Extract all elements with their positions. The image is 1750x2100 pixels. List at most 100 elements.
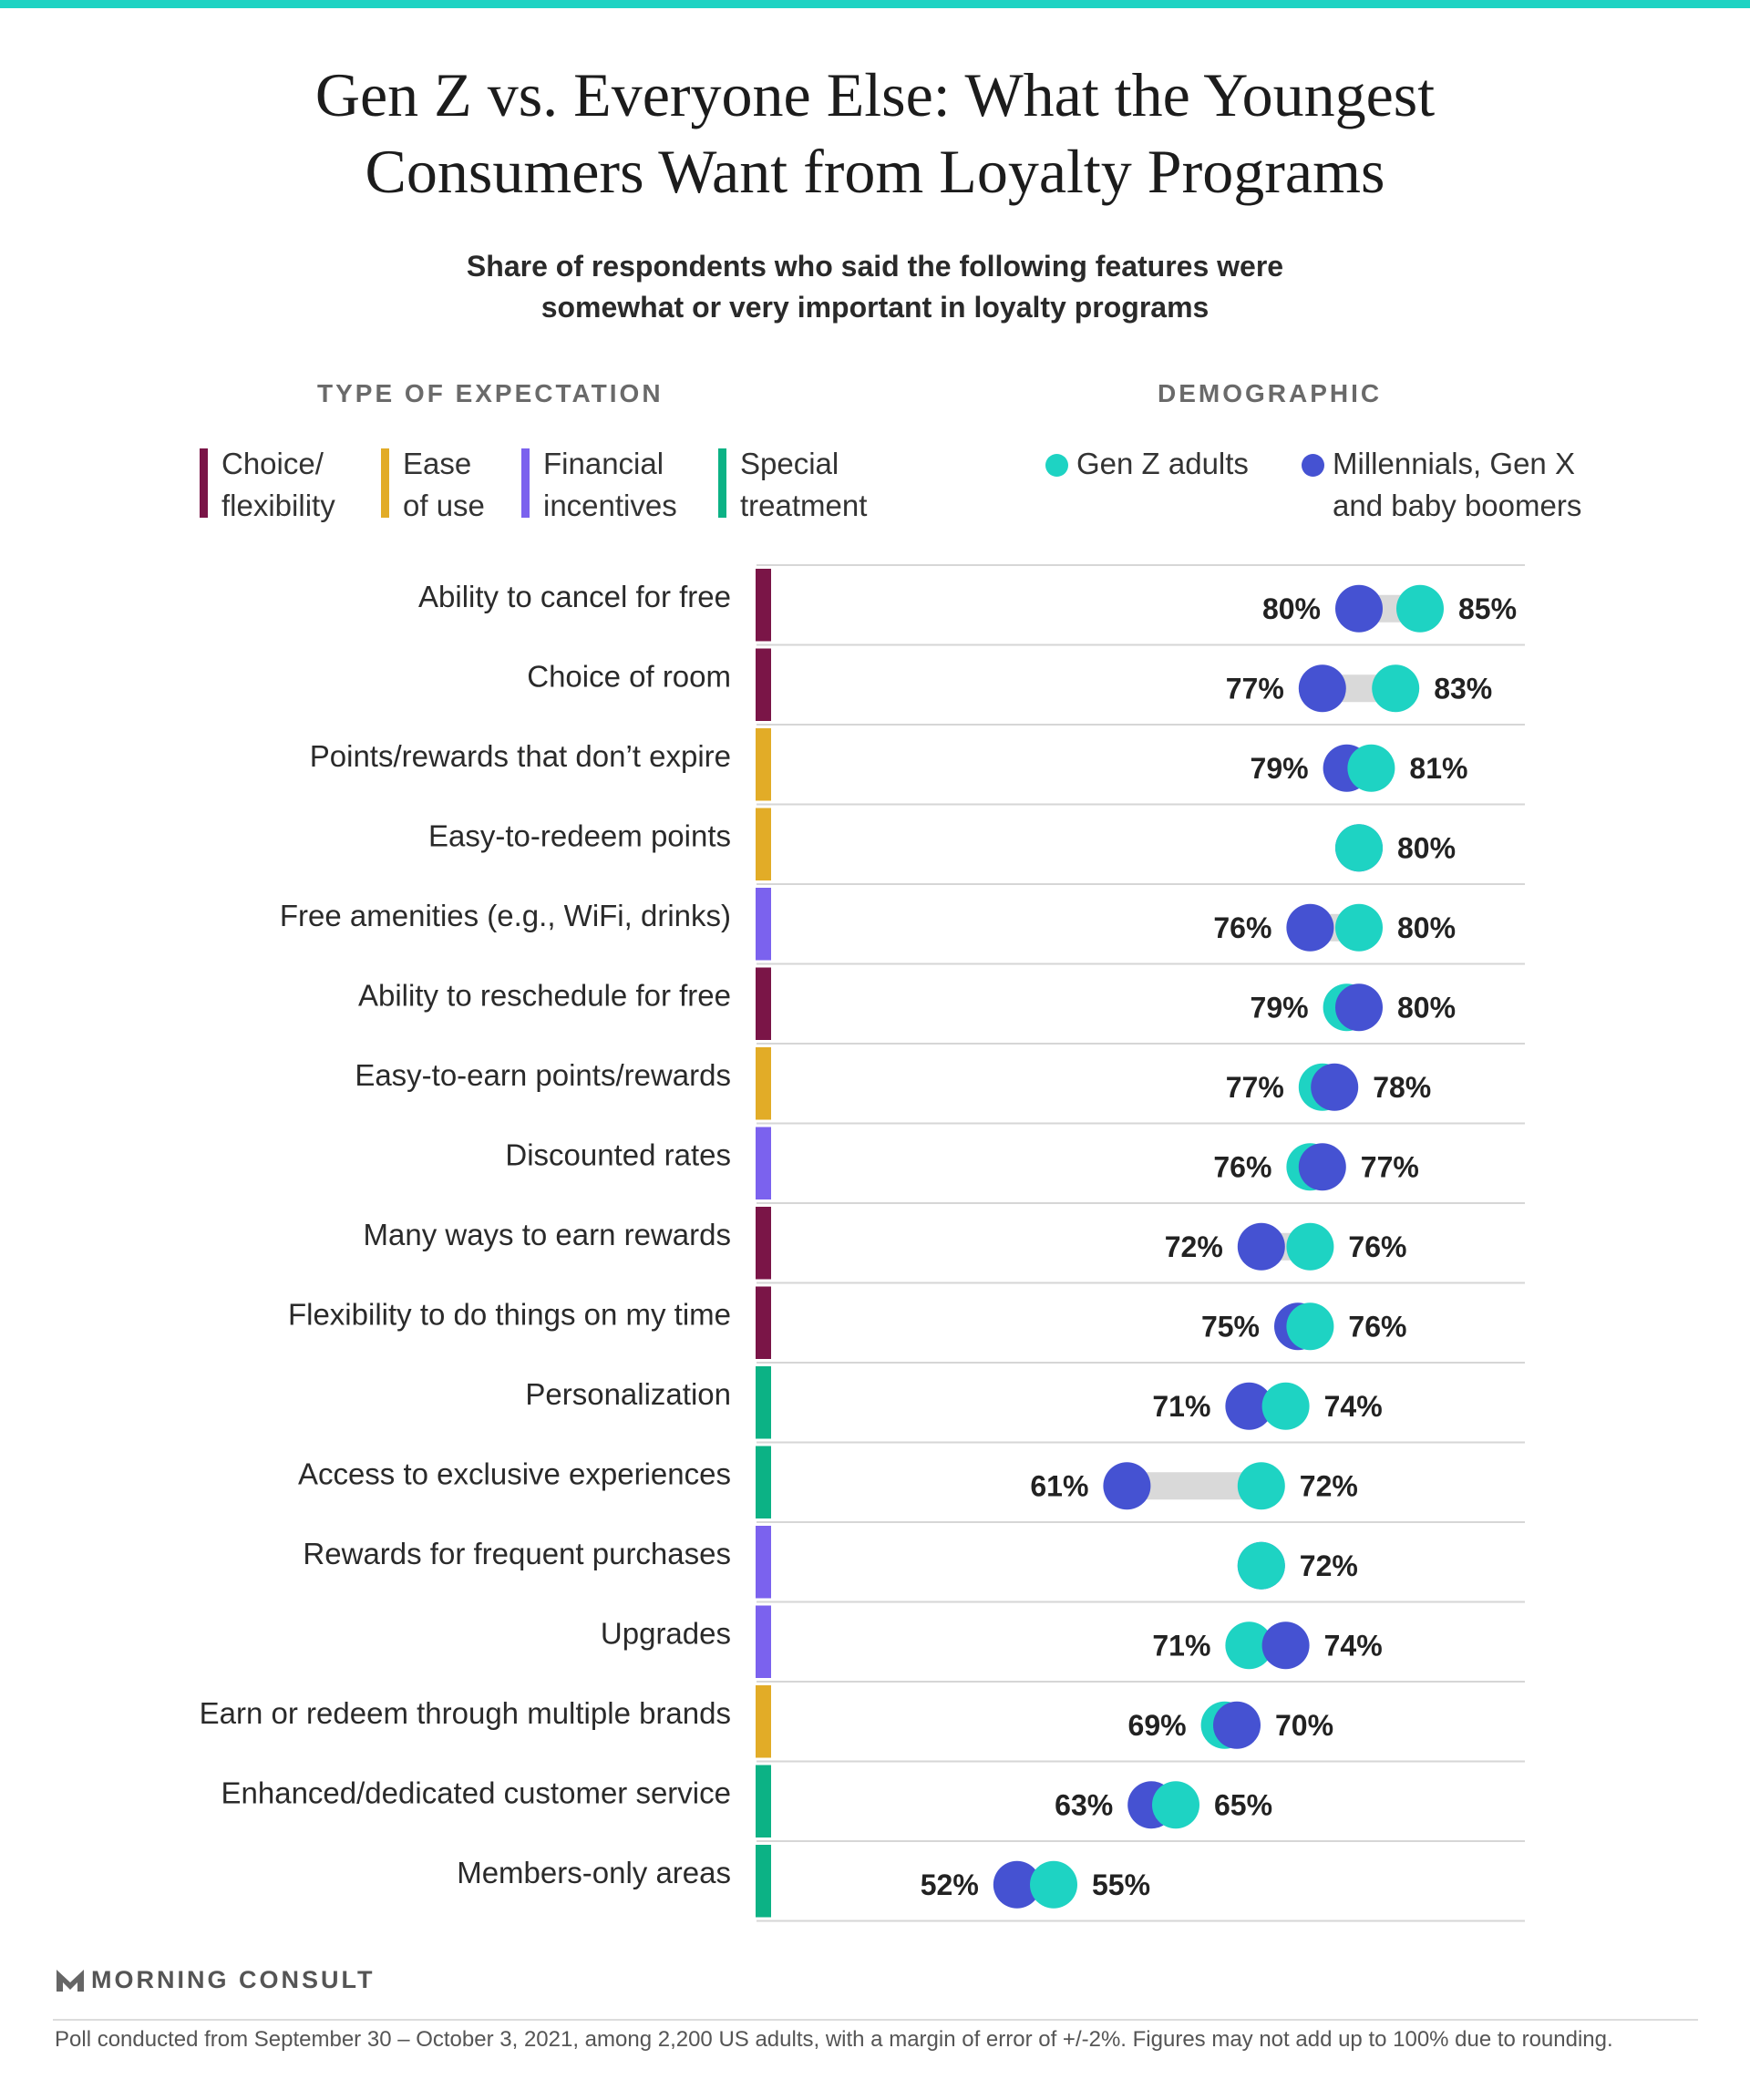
legend-label-line: Special [740, 447, 839, 480]
category-strip [756, 1127, 771, 1199]
value-label: 81% [1409, 752, 1467, 785]
value-label: 55% [1092, 1868, 1150, 1901]
legend-swatch-special [718, 448, 726, 518]
row-label: Flexibility to do things on my time [288, 1297, 731, 1331]
row-label: Ability to cancel for free [418, 580, 731, 613]
category-strip [756, 888, 771, 961]
category-strip [756, 1685, 771, 1758]
genz-dot [1152, 1781, 1199, 1829]
others-dot [1298, 1143, 1346, 1191]
value-label: 76% [1348, 1230, 1406, 1263]
category-strip [756, 1605, 771, 1678]
row-label: Personalization [525, 1377, 731, 1411]
category-strip [756, 1207, 771, 1280]
legend-type-financial: Financial incentives [521, 443, 677, 527]
demographic-legend-heading: DEMOGRAPHIC [1158, 379, 1383, 407]
chart-title-line-2: Consumers Want from Loyalty Programs [365, 137, 1385, 206]
row-label: Ability to reschedule for free [358, 978, 731, 1012]
morning-consult-logo-icon [57, 1970, 84, 1992]
genz-dot [1286, 1302, 1334, 1351]
value-label: 79% [1251, 991, 1309, 1024]
value-label: 80% [1397, 991, 1456, 1024]
legend-label-line: Financial [543, 447, 664, 480]
value-label: 77% [1226, 1071, 1284, 1104]
value-label: 77% [1226, 672, 1284, 705]
row-label: Easy-to-earn points/rewards [355, 1058, 731, 1092]
category-strip [756, 967, 771, 1040]
chart-subtitle-line-1: Share of respondents who said the follow… [466, 250, 1284, 283]
value-label: 80% [1397, 831, 1456, 864]
others-dot [1335, 983, 1383, 1032]
value-label: 72% [1300, 1549, 1358, 1582]
genz-dot [1286, 1222, 1334, 1271]
value-label: 80% [1262, 592, 1321, 625]
genz-dot [1237, 1462, 1285, 1510]
row-label: Enhanced/dedicated customer service [221, 1776, 732, 1809]
value-label: 65% [1214, 1788, 1272, 1821]
genz-dot [1335, 824, 1383, 872]
category-strip [756, 648, 771, 721]
value-label: 85% [1458, 592, 1517, 625]
row-label: Access to exclusive experiences [298, 1457, 731, 1490]
others-dot [993, 1860, 1041, 1909]
genz-dot [1261, 1382, 1310, 1430]
row-label: Members-only areas [457, 1856, 731, 1889]
legend-label-line: treatment [740, 489, 868, 522]
legend-dot-genz [1045, 454, 1068, 477]
chart-title: Gen Z vs. Everyone Else: What the Younge… [146, 57, 1604, 210]
row-label: Points/rewards that don’t expire [310, 739, 731, 773]
legend-swatch-ease [381, 448, 389, 518]
genz-dot [1225, 1621, 1273, 1670]
legend-label-line: Ease [403, 447, 472, 480]
value-label: 52% [921, 1868, 979, 1901]
category-strip [756, 1286, 771, 1359]
legend-label-line: Gen Z adults [1076, 447, 1249, 480]
category-strip [756, 569, 771, 642]
category-strip [756, 1845, 771, 1918]
value-label: 61% [1030, 1469, 1088, 1502]
others-dot [1225, 1382, 1273, 1430]
others-dot [1286, 903, 1334, 952]
others-dot [1213, 1701, 1261, 1749]
row-label: Earn or redeem through multiple brands [200, 1696, 731, 1730]
legend-label-line: incentives [543, 489, 677, 522]
others-dot [1311, 1063, 1359, 1111]
category-strip [756, 1526, 771, 1599]
chart-subtitle-line-2: somewhat or very important in loyalty pr… [540, 291, 1210, 324]
value-label: 70% [1275, 1709, 1333, 1742]
genz-dot [1237, 1541, 1285, 1590]
value-label: 74% [1324, 1629, 1383, 1662]
value-label: 83% [1434, 672, 1492, 705]
legend-swatch-choice [200, 448, 208, 518]
category-strip [756, 1446, 771, 1518]
category-strip [756, 1047, 771, 1120]
value-label: 78% [1373, 1071, 1431, 1104]
legend-label-line: flexibility [221, 489, 335, 522]
legend-demo-others: Millennials, Gen X and baby boomers [1302, 443, 1581, 527]
value-label: 74% [1324, 1390, 1383, 1423]
genz-dot [1372, 664, 1420, 713]
value-label: 63% [1055, 1788, 1113, 1821]
value-label: 79% [1251, 752, 1309, 785]
value-label: 72% [1300, 1469, 1358, 1502]
legend-type-ease: Ease of use [381, 443, 485, 527]
others-dot [1335, 584, 1383, 633]
value-label: 76% [1213, 911, 1271, 944]
genz-dot [1396, 584, 1444, 633]
category-strip [756, 808, 771, 880]
value-label: 77% [1361, 1150, 1419, 1183]
legend-label-line: Choice/ [221, 447, 324, 480]
legend-swatch-financial [521, 448, 530, 518]
footer-divider [53, 2019, 1698, 2021]
legend-dot-others [1302, 454, 1324, 477]
legend-type-choice: Choice/ flexibility [200, 443, 335, 527]
value-label: 71% [1152, 1390, 1210, 1423]
others-dot [1298, 664, 1346, 713]
others-dot [1103, 1462, 1151, 1510]
row-label: Choice of room [527, 659, 731, 693]
value-label: 71% [1152, 1629, 1210, 1662]
value-label: 76% [1213, 1150, 1271, 1183]
legend-type-special: Special treatment [718, 443, 867, 527]
brand-wordmark: MORNING CONSULT [91, 1966, 376, 1993]
